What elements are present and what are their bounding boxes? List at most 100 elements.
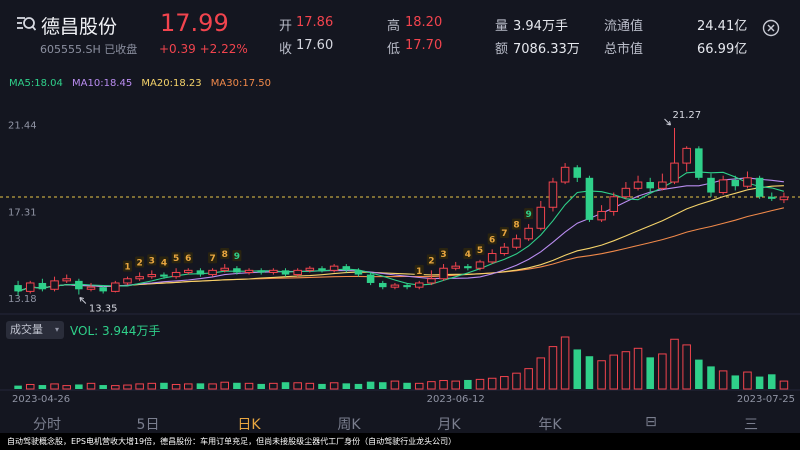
tab-indicator-icon[interactable]: ⊟ (645, 414, 657, 430)
td-mark: 7 (501, 229, 507, 239)
news-banner[interactable]: 自动驾驶概念股，EPS电机营收大增19倍，德昌股份：车用订单充足，但尚未接股级尘… (0, 433, 800, 450)
price-change: +0.39 +2.22% (159, 42, 248, 56)
volume-bar (99, 385, 107, 389)
candle-body (366, 274, 375, 283)
volume-bar (50, 383, 59, 390)
min-arrow (79, 297, 87, 304)
volume-bar (342, 383, 351, 389)
search-icon[interactable] (16, 14, 37, 34)
tab-yearly-k[interactable]: 年K (538, 417, 562, 433)
candle-body (293, 269, 302, 276)
candle-body (318, 268, 326, 271)
td-mark-bg (499, 227, 509, 239)
close-value: 17.60 (296, 38, 334, 53)
td-mark: 9 (526, 210, 532, 220)
volume-bar (439, 380, 448, 390)
tab-more-icon[interactable]: 三 (744, 417, 758, 433)
volume-bar (14, 385, 22, 389)
tab-weekly-k[interactable]: 周K (337, 417, 361, 433)
td-mark-bg (463, 248, 473, 260)
candle-body (160, 274, 168, 277)
float-cap-label: 流通值 (604, 19, 644, 34)
candle-body (609, 196, 619, 212)
candle-body (707, 177, 715, 193)
close-label: 收 (279, 42, 293, 57)
td-mark: 9 (234, 252, 240, 262)
ma30-line (17, 207, 785, 292)
tab-daily-k[interactable]: 日K (237, 417, 261, 433)
candle-body (99, 287, 107, 292)
volume-bar (718, 370, 728, 390)
tab-monthly-k[interactable]: 月K (437, 417, 461, 433)
td-mark: 1 (416, 267, 422, 277)
candle-body (779, 196, 789, 201)
tab-5day[interactable]: 5日 (136, 417, 160, 433)
candle-body (487, 253, 497, 263)
candle-body (257, 270, 265, 273)
open-label: 开 (279, 19, 293, 34)
candle-body (342, 266, 351, 271)
amount-label: 额 (495, 42, 509, 57)
candle-body (111, 282, 120, 292)
market-cap-value: 66.99亿 (697, 42, 748, 57)
candle-body (62, 278, 71, 282)
volume-bar (779, 380, 789, 390)
volume-bar (208, 383, 217, 390)
volume-indicator-dropdown[interactable]: 成交量 ▾ (6, 321, 64, 339)
volume-bar (378, 382, 387, 389)
td-mark: 3 (440, 250, 446, 260)
candle-body (244, 269, 254, 273)
volume-bar (707, 366, 715, 389)
candle-body (25, 282, 35, 292)
volume-bar (111, 385, 120, 390)
float-cap-value: 24.41亿 (697, 19, 748, 34)
x-axis-date-label: 2023-07-25 (737, 394, 795, 405)
volume-bar (390, 380, 400, 390)
volume-bar (512, 372, 521, 390)
volume-readout: VOL: 3.944万手 (70, 324, 161, 338)
candle-body (621, 187, 631, 198)
volume-bar (171, 383, 181, 390)
min-price-label: 13.35 (89, 304, 118, 315)
tab-intraday[interactable]: 分时 (33, 417, 61, 433)
td-mark-bg (147, 254, 157, 266)
volume-bar (135, 383, 144, 390)
td-mark: 4 (161, 258, 167, 268)
ma30-label: MA30:17.50 (210, 78, 271, 89)
candle-body (536, 206, 546, 229)
volume-bar (695, 359, 703, 389)
td-mark-bg (171, 252, 181, 264)
candle-body (196, 270, 205, 275)
volume-bar (670, 338, 679, 390)
candle-body (171, 271, 181, 278)
volume-bar (427, 381, 436, 390)
volume-bar (658, 353, 667, 390)
candle-body (475, 261, 485, 269)
volume-bar (147, 382, 157, 390)
candle-body (512, 238, 521, 248)
candle-body (50, 280, 59, 290)
volume-bar (573, 349, 582, 389)
candle-body (695, 148, 703, 178)
candle-body (427, 278, 436, 284)
td-mark-bg (414, 264, 424, 276)
volume-bar (196, 383, 205, 389)
volume-bar (62, 385, 71, 390)
candle-body (646, 182, 654, 189)
candle-body (38, 282, 47, 290)
max-arrow-head (666, 120, 672, 126)
candle-body (500, 246, 509, 255)
volume-bar (414, 382, 424, 390)
volume-bar (585, 356, 594, 389)
min-arrow-head (79, 297, 84, 302)
y-tick-label: 13.18 (8, 294, 37, 305)
td-mark-bg (159, 256, 169, 268)
ma5-line (17, 171, 785, 292)
volume-bar (487, 377, 497, 390)
close-icon[interactable] (762, 19, 780, 37)
high-value: 18.20 (405, 15, 443, 30)
volume-bar (621, 351, 631, 390)
candle-body (147, 274, 157, 278)
volume-bar (269, 382, 278, 390)
